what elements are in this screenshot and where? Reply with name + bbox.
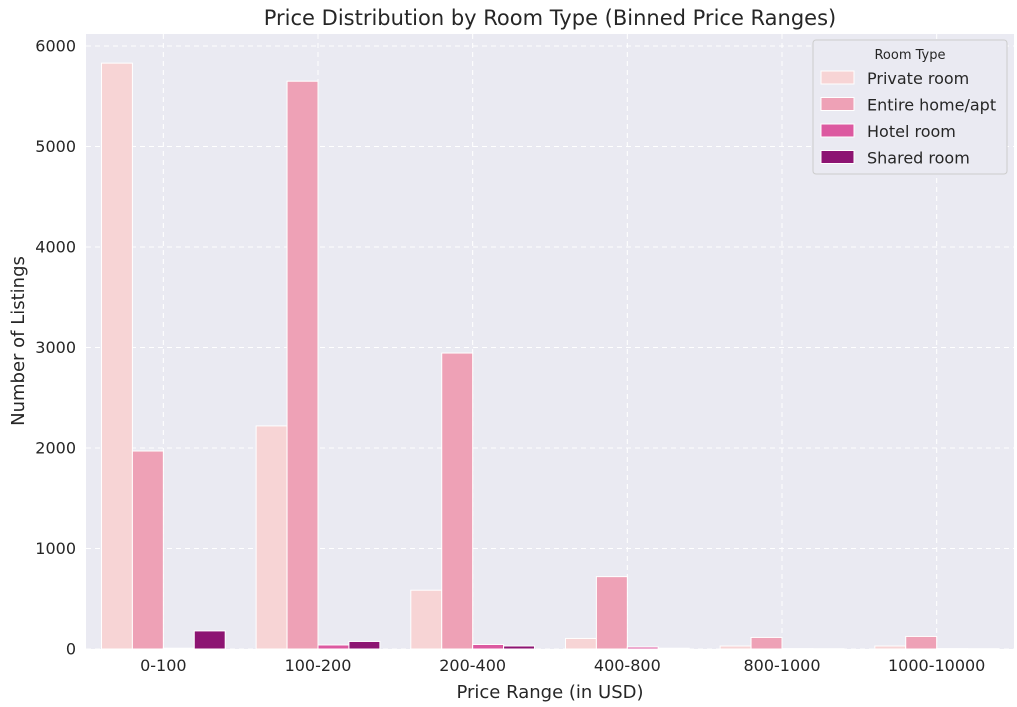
legend-swatch — [820, 123, 855, 138]
bar — [750, 636, 783, 650]
y-tick-label: 2000 — [35, 439, 76, 458]
bar — [255, 425, 288, 650]
y-tick-label: 3000 — [35, 338, 76, 357]
legend-label: Shared room — [867, 149, 970, 168]
y-tick-label: 5000 — [35, 137, 76, 156]
x-tick-label: 400-800 — [594, 656, 661, 675]
bar — [595, 576, 628, 650]
bar — [286, 80, 319, 650]
legend-swatch — [820, 97, 855, 111]
bar — [317, 644, 350, 650]
bar — [719, 645, 752, 650]
legend-label: Private room — [867, 69, 969, 88]
bar — [410, 589, 443, 650]
y-axis-label: Number of Listings — [8, 256, 29, 426]
bar — [905, 635, 938, 650]
bar — [503, 645, 536, 650]
bar — [657, 647, 690, 650]
legend-swatch — [820, 150, 855, 164]
y-tick-label: 6000 — [35, 37, 76, 56]
legend-box — [812, 39, 1008, 175]
y-tick-label: 0 — [66, 640, 76, 659]
x-axis-ticks: 0-100 100-200 200-400 400-800 800-1000 1000-1… — [140, 656, 985, 675]
legend-title: Room Type — [874, 48, 945, 63]
bar — [348, 640, 381, 650]
bar — [564, 637, 597, 650]
bar — [100, 62, 133, 650]
x-tick-label: 800-1000 — [743, 656, 820, 675]
x-tick-label: 0-100 — [140, 656, 187, 675]
legend-label: Entire home/apt — [867, 96, 996, 115]
legend-swatch — [820, 70, 855, 85]
bar — [162, 647, 195, 650]
bars — [100, 62, 1000, 650]
x-tick-label: 100-200 — [285, 656, 352, 675]
x-tick-label: 200-400 — [439, 656, 506, 675]
legend: Room Type Private room Entire home/apt Hot… — [812, 39, 1008, 175]
y-axis-ticks: 0 1000 2000 3000 4000 5000 6000 — [35, 37, 76, 659]
y-tick-label: 4000 — [35, 238, 76, 257]
bar — [131, 450, 164, 650]
chart-title: Price Distribution by Room Type (Binned … — [264, 6, 837, 30]
bar — [441, 352, 474, 650]
x-tick-label: 1000-10000 — [888, 656, 985, 675]
bar — [626, 646, 659, 650]
bar — [193, 630, 226, 650]
bar — [472, 643, 505, 650]
y-tick-label: 1000 — [35, 539, 76, 558]
x-axis-label: Price Range (in USD) — [456, 682, 643, 703]
legend-items: Private room Entire home/apt Hotel room Sha… — [820, 69, 996, 168]
legend-label: Hotel room — [867, 122, 956, 141]
bar — [874, 645, 907, 650]
